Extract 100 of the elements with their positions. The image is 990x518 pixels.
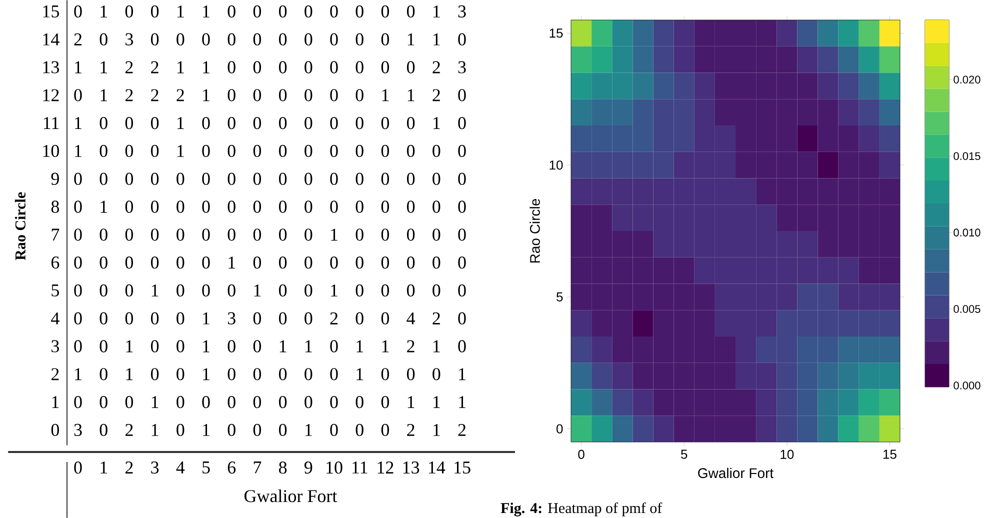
data-label: 0 <box>432 172 440 185</box>
data-label: 0 <box>432 368 440 380</box>
data-label: 0 <box>330 424 338 436</box>
data-label: 0 <box>458 144 466 158</box>
data-label: 0 <box>176 256 184 269</box>
y-tick-label: 0 <box>556 424 563 434</box>
y-tick-label: 0 <box>51 424 59 436</box>
data-label: 0 <box>304 33 312 46</box>
data-label: 0 <box>304 116 312 130</box>
data-label: 0 <box>406 144 415 158</box>
data-label: 0 <box>330 33 338 46</box>
data-label: 0 <box>304 396 312 408</box>
data-label: 0 <box>176 228 184 241</box>
color-bar-label: 0.020 <box>954 76 980 84</box>
data-label: 0 <box>228 200 236 213</box>
data-label: 2 <box>151 89 158 102</box>
data-label: 0 <box>202 116 210 130</box>
data-label: 0 <box>176 340 184 352</box>
data-label: 1 <box>331 284 338 296</box>
data-label: 0 <box>228 340 236 352</box>
data-label: 1 <box>100 6 108 18</box>
data-label: 0 <box>304 368 312 380</box>
data-label: 1 <box>152 396 158 408</box>
data-label: 1 <box>433 424 440 436</box>
data-label: 1 <box>177 61 184 74</box>
data-label: 0 <box>74 256 82 269</box>
data-label: 0 <box>278 33 287 46</box>
data-label: 1 <box>433 340 440 352</box>
y-tick-label: 4 <box>51 312 60 324</box>
x-tick-label: 5 <box>202 462 210 474</box>
data-label: 2 <box>126 61 133 74</box>
data-label: 0 <box>202 172 210 185</box>
data-label: 3 <box>126 33 133 46</box>
x-tick-label: 2 <box>126 462 133 474</box>
data-label: 0 <box>356 200 364 213</box>
data-label: 4 <box>406 312 416 324</box>
data-label: 1 <box>203 6 210 18</box>
data-label: 0 <box>202 396 210 408</box>
data-label: 0 <box>100 424 108 436</box>
x-tick-label: 14 <box>428 462 446 474</box>
data-label: 0 <box>278 61 287 74</box>
y-tick-label: 8 <box>51 200 59 213</box>
x-tick-label: 5 <box>681 450 688 459</box>
data-label: 0 <box>176 200 184 213</box>
data-label: 0 <box>304 5 312 18</box>
data-label: 0 <box>458 340 466 352</box>
color-bar-label: 0.000 <box>954 382 980 390</box>
data-label: 0 <box>432 144 440 158</box>
y-tick-label: 5 <box>556 292 563 302</box>
data-label: 1 <box>280 340 286 352</box>
data-label: 0 <box>100 116 108 130</box>
data-label: 1 <box>100 89 108 102</box>
data-label: 0 <box>253 368 262 380</box>
data-label: 0 <box>100 396 108 408</box>
data-label: 0 <box>176 33 184 46</box>
data-label: 0 <box>406 284 415 297</box>
data-label: 0 <box>356 61 364 74</box>
data-label: 1 <box>75 61 82 74</box>
data-label: 0 <box>278 396 287 408</box>
data-label: 0 <box>100 312 108 324</box>
data-label: 0 <box>330 116 338 130</box>
data-label: 1 <box>203 340 210 352</box>
data-label: 0 <box>406 228 415 241</box>
data-label: 0 <box>150 368 159 380</box>
y-tick-label: 2 <box>51 368 59 380</box>
data-label: 0 <box>356 396 364 408</box>
data-label: 0 <box>330 5 338 18</box>
data-label: 0 <box>356 89 364 102</box>
data-label: 0 <box>278 5 287 18</box>
data-label: 0 <box>253 396 262 408</box>
data-label: 0 <box>202 33 210 46</box>
data-label: 0 <box>278 424 287 436</box>
data-label: 0 <box>100 256 108 269</box>
y-tick-label: 15 <box>550 28 563 38</box>
data-label: 0 <box>381 396 390 408</box>
data-label: 0 <box>432 256 440 269</box>
data-label: 1 <box>459 396 466 408</box>
data-label: 0 <box>176 424 184 436</box>
data-label: 0 <box>74 340 82 352</box>
data-label: 0 <box>228 284 236 297</box>
data-label: 0 <box>406 200 415 213</box>
data-label: 1 <box>203 89 210 102</box>
data-label: 0 <box>125 172 134 185</box>
data-label: 0 <box>278 200 287 213</box>
data-label: 0 <box>150 33 159 46</box>
data-label: 0 <box>330 200 338 213</box>
data-label: 0 <box>74 5 82 18</box>
data-label: 0 <box>304 200 312 213</box>
data-label: 0 <box>74 172 82 185</box>
data-label: 0 <box>356 424 364 436</box>
data-label: 1 <box>177 145 184 157</box>
data-label: 0 <box>228 5 236 18</box>
data-label: 3 <box>74 424 82 436</box>
data-label: 2 <box>432 312 440 324</box>
data-label: 0 <box>458 312 466 324</box>
data-label: 1 <box>459 368 466 380</box>
y-tick-label: 1 <box>52 396 59 408</box>
data-label: 0 <box>330 61 338 74</box>
data-label: 0 <box>228 368 236 380</box>
data-label: 3 <box>458 5 466 18</box>
